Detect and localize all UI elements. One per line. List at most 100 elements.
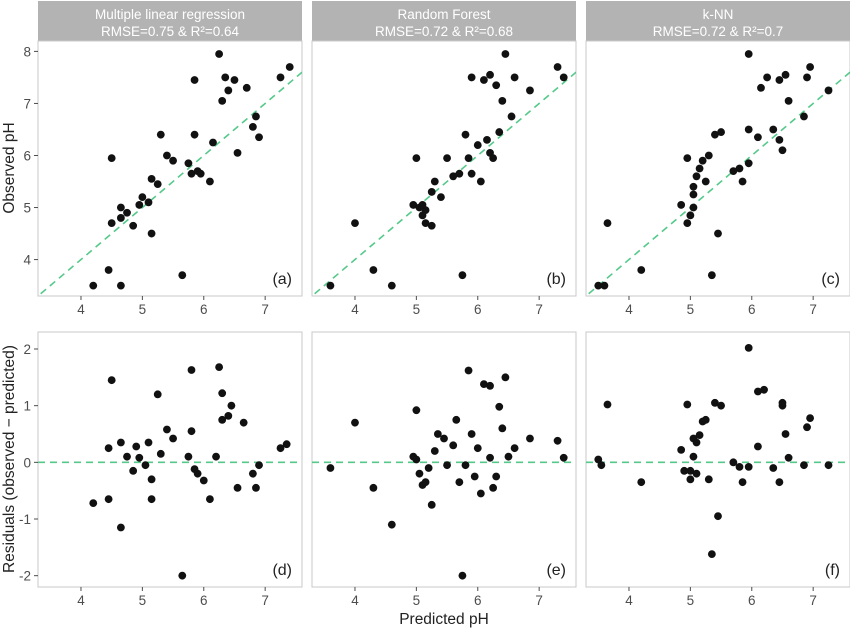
panel-a-y-tick-label: 8 [23, 44, 31, 59]
panel-f-point-15 [701, 415, 710, 424]
panel-c-point-12 [704, 151, 713, 160]
panel-d-point-28 [218, 389, 227, 398]
panel-a-point-12 [153, 180, 162, 189]
panel-c-point-10 [695, 164, 704, 173]
panel-d: (d) -2 -1 0 1 2 4 5 6 7 [19, 331, 303, 608]
panel-a-y-tick-label: 4 [23, 253, 31, 268]
panel-b-point-16 [467, 169, 476, 178]
panel-c-point-29 [784, 96, 793, 105]
panel-e-point-3 [387, 520, 396, 529]
panel-f-point-2 [603, 400, 612, 409]
panel-e-point-34 [504, 452, 513, 461]
panel-c-point-17 [729, 167, 738, 176]
strip-metrics-rf: RMSE=0.72 & R²=0.68 [375, 24, 513, 39]
panel-d-point-38 [282, 440, 291, 449]
panel-d-point-4 [116, 523, 125, 532]
panel-d-point-1 [104, 495, 113, 504]
panel-d-y-tick-label: 0 [23, 455, 31, 470]
panel-a-point-35 [116, 214, 125, 222]
panel-a-point-24 [221, 73, 230, 82]
panel-b-point-20 [489, 154, 498, 162]
panel-e-point-17 [452, 415, 461, 424]
panel-c-point-18 [735, 164, 744, 173]
panel-b-point-29 [559, 73, 568, 82]
panel-e-point-13 [433, 430, 442, 438]
panel-b-point-8 [427, 221, 436, 230]
panel-d-point-23 [193, 469, 202, 478]
panel-e-x-tick-label: 7 [535, 593, 543, 608]
panel-f-point-18 [711, 398, 719, 407]
strip-metrics-knn: RMSE=0.72 & R²=0.7 [653, 24, 784, 39]
panel-d-point-19 [184, 452, 193, 461]
panel-d-point-31 [227, 401, 236, 410]
panel-e: (e) 4 5 6 7 [311, 331, 577, 608]
panel-a-point-33 [285, 63, 294, 71]
strip-title-mlr: Multiple linear regression [95, 7, 245, 22]
panel-a-point-22 [218, 96, 227, 105]
panel-e-point-6 [412, 406, 421, 415]
panel-a-point-32 [276, 73, 285, 82]
panel-e-point-27 [486, 381, 494, 390]
panel-c-x-tick-label: 5 [687, 302, 695, 317]
panel-a-point-15 [178, 271, 187, 280]
panel-f-point-16 [704, 475, 713, 484]
panel-e-point-25 [476, 489, 485, 498]
panel-a-point-3 [107, 219, 116, 228]
panel-e-point-31 [495, 402, 504, 411]
panel-b-point-4 [409, 201, 418, 209]
panel-c-point-6 [686, 211, 695, 220]
panel-e-point-9 [421, 478, 430, 487]
panel-c-point-37 [775, 135, 784, 144]
panel-f-point-30 [775, 478, 784, 487]
panel-b-point-30 [412, 154, 421, 162]
panel-a-point-31 [255, 133, 263, 142]
panel-c-point-23 [757, 83, 765, 92]
panel-c-point-21 [744, 50, 753, 58]
panel-d-point-36 [255, 461, 263, 470]
strip-title-rf: Random Forest [397, 7, 490, 22]
panel-a-x-tick-label: 6 [200, 302, 208, 317]
panel-b-point-10 [430, 177, 439, 186]
panel-a-point-10 [138, 193, 147, 202]
panel-b-plot-area [312, 50, 576, 296]
panel-a-identity-line [38, 71, 302, 296]
panel-d-point-29 [218, 415, 227, 424]
panel-d-point-32 [233, 483, 242, 492]
strip-knn: k-NN RMSE=0.72 & R²=0.7 [586, 1, 850, 41]
panel-e-point-36 [526, 434, 534, 443]
panel-e-point-15 [443, 461, 451, 470]
panel-a-point-7 [144, 198, 153, 207]
panel-a-point-17 [187, 169, 196, 178]
panel-d-point-5 [116, 438, 125, 447]
panel-c-point-27 [778, 146, 787, 155]
panel-c-point-32 [806, 63, 814, 71]
panel-c-point-3 [637, 266, 646, 274]
panel-c-point-0 [594, 281, 603, 290]
panel-f-point-32 [778, 398, 787, 407]
panel-d-y-tick-label: 1 [23, 399, 31, 414]
panel-a-point-36 [156, 130, 165, 139]
panel-f-point-19 [714, 512, 722, 521]
panel-f-point-5 [680, 466, 689, 475]
panel-c-label: (c) [821, 271, 840, 288]
panel-b-point-0 [326, 281, 335, 290]
panel-b-point-23 [498, 96, 507, 105]
panel-e-point-24 [473, 444, 482, 453]
panel-a-label: (a) [272, 271, 292, 288]
panel-c-point-13 [707, 271, 716, 280]
panel-c-point-22 [754, 133, 762, 142]
panel-c-point-20 [744, 159, 753, 168]
panel-d-point-9 [135, 453, 144, 462]
panel-a-point-19 [196, 169, 205, 178]
panel-d-point-16 [163, 425, 171, 434]
panel-f-point-23 [738, 478, 747, 487]
x-axis-title: Predicted pH [399, 611, 489, 628]
panel-a-point-26 [230, 76, 239, 84]
panel-b-point-11 [443, 154, 451, 162]
panel-d-point-20 [187, 427, 196, 436]
panel-a-plot-area [38, 50, 302, 296]
panel-a-point-1 [104, 266, 113, 274]
panel-e-point-26 [480, 380, 488, 389]
panel-c-frame [585, 40, 850, 297]
